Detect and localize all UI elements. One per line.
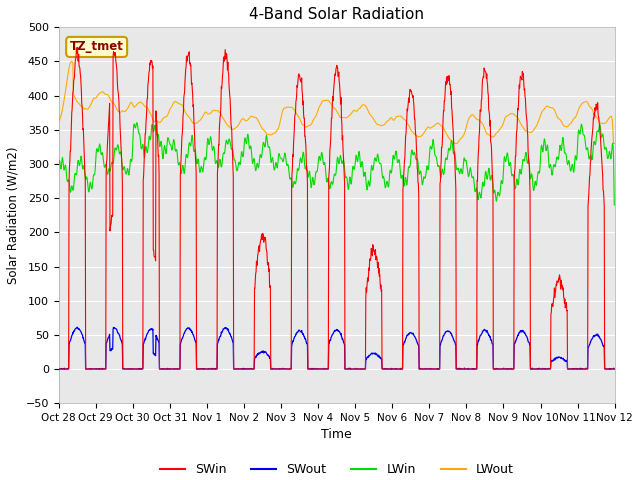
LWin [424,163,431,168]
SWin [55,366,63,372]
SWin [424,366,431,372]
Line: LWout: LWout [59,61,614,144]
LWin [611,202,618,208]
LWout [424,125,431,131]
LWin [133,120,141,126]
SWout [545,366,553,372]
LWin [545,163,553,169]
SWout [611,366,618,372]
SWin [545,366,553,372]
LWin [165,139,173,144]
SWin [179,125,186,131]
SWin [611,366,618,372]
LWin [611,202,618,208]
LWin [496,192,504,197]
SWout [241,366,249,372]
Title: 4-Band Solar Radiation: 4-Band Solar Radiation [249,7,424,22]
Legend: SWin, SWout, LWin, LWout: SWin, SWout, LWin, LWout [155,458,518,480]
Y-axis label: Solar Radiation (W/m2): Solar Radiation (W/m2) [7,146,20,284]
LWout [55,119,63,125]
SWin [496,366,504,372]
SWout [74,324,81,330]
SWin [74,45,81,50]
LWout [241,117,249,123]
Line: LWin: LWin [59,123,614,205]
Line: SWout: SWout [59,327,614,369]
SWout [165,366,173,372]
X-axis label: Time: Time [321,429,352,442]
LWout [165,108,173,114]
LWout [611,141,618,146]
SWout [55,366,63,372]
SWout [179,335,186,341]
LWin [241,135,249,141]
Line: SWin: SWin [59,48,614,369]
Text: TZ_tmet: TZ_tmet [70,40,124,53]
SWin [241,366,249,372]
SWout [424,366,431,372]
LWout [545,105,553,110]
LWout [179,103,186,109]
SWout [496,366,504,372]
LWout [68,59,76,64]
SWin [165,366,173,372]
LWin [55,161,63,167]
LWout [451,141,458,146]
LWout [497,126,504,132]
LWin [179,163,186,168]
